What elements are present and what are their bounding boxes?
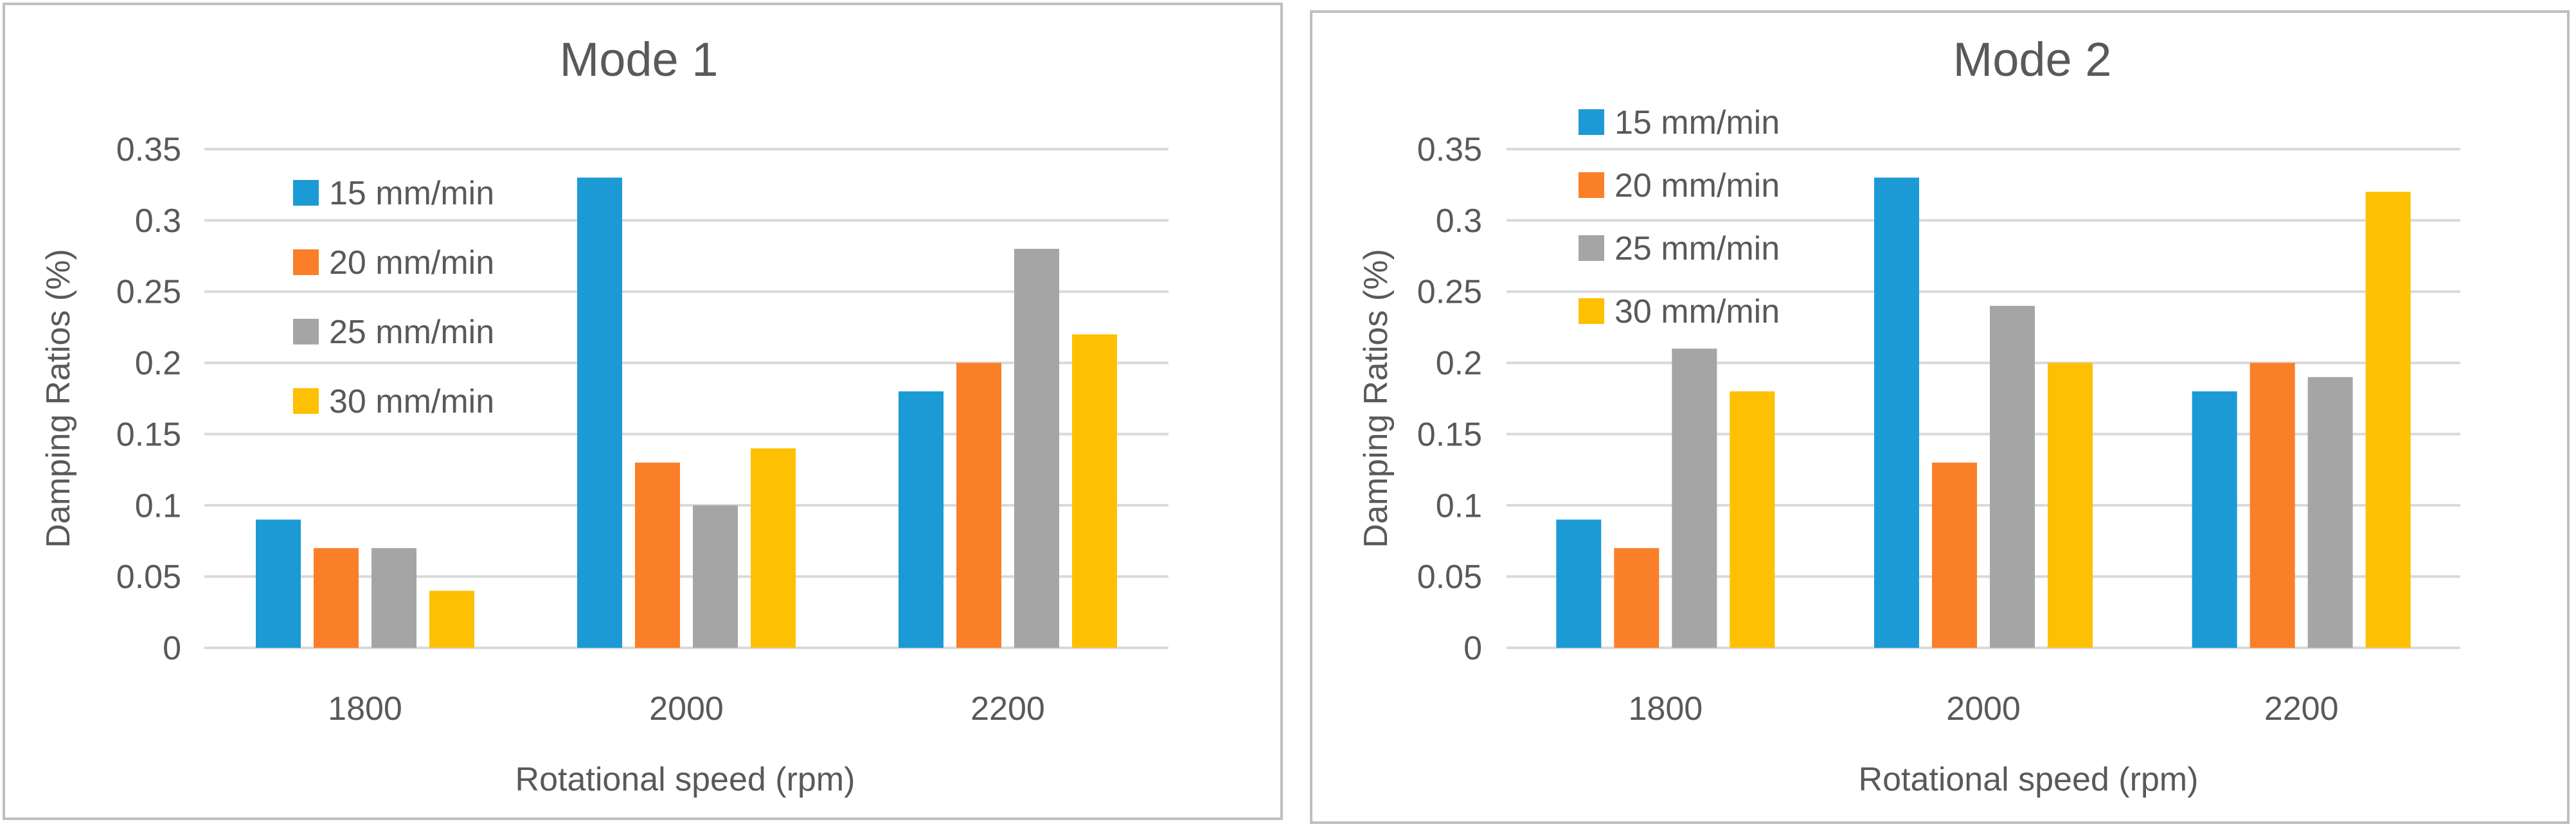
y-tick-label: 0.25 [116, 274, 181, 311]
y-tick-label: 0.15 [116, 416, 181, 453]
bar-25-mm-min-1800 [371, 548, 416, 648]
legend-label: 25 mm/min [1614, 230, 1780, 267]
bar-30-mm-min-2000 [751, 448, 796, 648]
chart-frame [3, 3, 1283, 820]
chart-mode-1-panel: Mode 1 0 0.05 0.1 0.15 0.2 0.25 0.3 0.35 1800 2000… [0, 0, 1292, 828]
y-tick-label: 0.2 [135, 345, 181, 382]
bar-30-mm-min-2200 [1072, 334, 1117, 648]
x-tick-label: 2200 [970, 690, 1045, 728]
legend-label: 30 mm/min [1614, 293, 1780, 330]
bar-15-mm-min-2200 [899, 391, 944, 648]
x-axis-label: Rotational speed (rpm) [515, 761, 855, 798]
bar-30-mm-min-2000 [2048, 362, 2093, 648]
bar-20-mm-min-2000 [1932, 462, 1977, 648]
bar-30-mm-min-1800 [429, 591, 474, 648]
y-tick-label: 0.3 [1436, 202, 1482, 240]
legend-label: 15 mm/min [329, 175, 494, 212]
bar-20-mm-min-2200 [2250, 362, 2295, 648]
legend-swatch [293, 388, 319, 414]
y-tick-label: 0 [163, 630, 181, 667]
bar-25-mm-min-2200 [2307, 377, 2353, 648]
y-tick-label: 0.35 [116, 131, 181, 168]
y-tick-label: 0.35 [1417, 131, 1482, 168]
legend-swatch [293, 249, 319, 275]
y-axis-label: Damping Ratios (%) [40, 249, 77, 548]
legend-label: 30 mm/min [329, 383, 494, 420]
y-axis-label: Damping Ratios (%) [1357, 249, 1395, 548]
x-tick-label: 2000 [649, 690, 724, 728]
bar-15-mm-min-2000 [1874, 177, 1919, 648]
bar-20-mm-min-2000 [635, 462, 680, 648]
chart-mode-2: Mode 2 0 0.05 0.1 0.15 0.2 0.25 0.3 0.35 1800 2000… [1310, 10, 2570, 824]
legend-swatch [1579, 298, 1604, 324]
y-tick-label: 0.15 [1417, 416, 1482, 453]
y-tick-label: 0.05 [1417, 558, 1482, 596]
bar-20-mm-min-1800 [1614, 548, 1659, 648]
bar-15-mm-min-2200 [2192, 391, 2237, 648]
y-tick-label: 0.25 [1417, 274, 1482, 311]
chart-title: Mode 1 [560, 33, 719, 86]
bar-15-mm-min-1800 [256, 519, 301, 648]
x-tick-label: 1800 [328, 690, 402, 728]
bar-15-mm-min-1800 [1556, 519, 1602, 648]
x-tick-label: 2200 [2264, 690, 2339, 728]
y-tick-label: 0.2 [1436, 345, 1482, 382]
legend-label: 15 mm/min [1614, 104, 1780, 141]
bar-15-mm-min-2000 [577, 177, 622, 648]
chart-mode-1: Mode 1 0 0.05 0.1 0.15 0.2 0.25 0.3 0.35 1800 2000… [3, 3, 1283, 820]
x-axis-label: Rotational speed (rpm) [1859, 761, 2199, 798]
legend-swatch [1579, 109, 1604, 135]
legend-label: 20 mm/min [1614, 167, 1780, 204]
bar-30-mm-min-2200 [2365, 192, 2411, 648]
bar-25-mm-min-1800 [1672, 348, 1717, 648]
legend-swatch [1579, 235, 1604, 261]
y-tick-label: 0.1 [135, 487, 181, 524]
legend-swatch [293, 180, 319, 206]
y-tick-label: 0.1 [1436, 487, 1482, 524]
chart-mode-2-panel: Mode 2 0 0.05 0.1 0.15 0.2 0.25 0.3 0.35 1800 2000… [1292, 0, 2576, 828]
bar-25-mm-min-2000 [693, 505, 738, 648]
bar-25-mm-min-2200 [1014, 249, 1059, 648]
legend-label: 25 mm/min [329, 314, 494, 351]
y-tick-label: 0.3 [135, 202, 181, 240]
y-tick-label: 0 [1463, 630, 1482, 667]
bar-25-mm-min-2000 [1990, 305, 2035, 648]
legend-label: 20 mm/min [329, 244, 494, 281]
x-tick-label: 2000 [1946, 690, 2021, 728]
legend-swatch [293, 319, 319, 344]
bar-20-mm-min-2200 [956, 362, 1001, 648]
chart-title: Mode 2 [1953, 33, 2112, 86]
bar-20-mm-min-1800 [314, 548, 359, 648]
chart-frame [1310, 10, 2570, 824]
y-tick-label: 0.05 [116, 558, 181, 596]
x-tick-label: 1800 [1628, 690, 1703, 728]
legend-swatch [1579, 172, 1604, 198]
bar-30-mm-min-1800 [1730, 391, 1775, 648]
